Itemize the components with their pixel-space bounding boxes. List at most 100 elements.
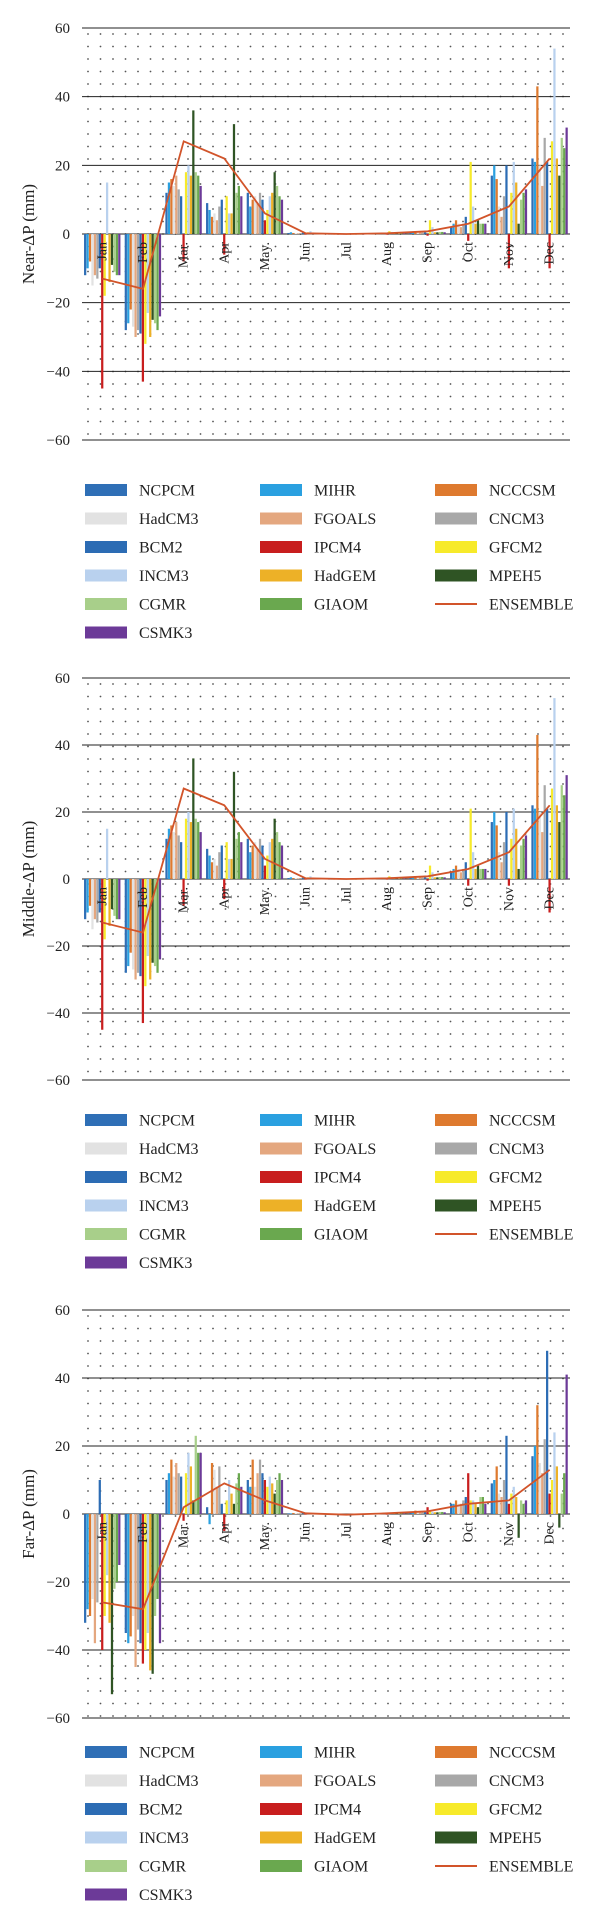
grid-dot	[249, 795, 252, 798]
grid-dot	[437, 970, 439, 973]
grid-dot	[474, 1020, 477, 1023]
grid-dot	[224, 308, 227, 310]
legend-label: ENSEMBLE	[489, 597, 573, 614]
legend-item-cgmr: CGMR	[85, 1227, 186, 1244]
grid-dot	[274, 1515, 277, 1517]
grid-dot	[124, 395, 127, 398]
grid-dot	[87, 1702, 89, 1705]
grid-dot	[437, 708, 439, 710]
grid-dot	[399, 1590, 402, 1592]
grid-dot	[87, 1427, 89, 1430]
grid-dot	[162, 245, 164, 248]
grid-dot	[362, 120, 364, 123]
grid-dot	[287, 258, 289, 260]
grid-dot	[512, 1540, 514, 1542]
grid-dot	[524, 358, 527, 360]
grid-dot	[524, 408, 527, 410]
grid-dot	[262, 695, 264, 698]
grid-dot	[137, 170, 139, 173]
bar	[172, 185, 175, 234]
grid-dot	[262, 820, 264, 823]
grid-dot	[312, 795, 314, 798]
grid-dot	[399, 358, 402, 360]
grid-dot	[124, 1327, 127, 1330]
grid-dot	[399, 1565, 402, 1567]
bar	[167, 1473, 171, 1514]
grid-dot	[274, 1452, 277, 1455]
grid-dot	[112, 1415, 114, 1417]
grid-dot	[87, 1627, 89, 1630]
grid-dot	[199, 345, 202, 348]
grid-dot	[124, 833, 127, 835]
grid-dot	[199, 1552, 202, 1555]
grid-dot	[562, 1008, 564, 1010]
grid-dot	[399, 720, 402, 723]
grid-dot	[262, 158, 264, 160]
grid-dot	[337, 1415, 339, 1417]
bar	[165, 1480, 168, 1514]
bar	[385, 879, 389, 880]
series-hadcm3	[91, 812, 541, 970]
grid-dot	[337, 1058, 339, 1060]
grid-dot	[512, 683, 514, 685]
grid-dot	[174, 308, 177, 310]
bar	[101, 234, 104, 389]
grid-dot	[174, 383, 177, 385]
grid-dot	[224, 733, 227, 735]
grid-dot	[512, 420, 514, 423]
grid-dot	[512, 995, 514, 998]
grid-dot	[174, 795, 177, 798]
grid-dot	[137, 83, 139, 85]
grid-dot	[424, 420, 427, 423]
legend-swatch	[260, 541, 302, 553]
grid-dot	[299, 408, 302, 410]
grid-dot	[387, 783, 389, 785]
bar	[443, 1512, 446, 1514]
grid-dot	[87, 120, 89, 123]
grid-dot	[237, 308, 239, 310]
grid-dot	[324, 70, 327, 73]
grid-dot	[137, 1365, 139, 1367]
grid-dot	[562, 1677, 564, 1680]
grid-dot	[237, 783, 239, 785]
grid-dot	[349, 708, 352, 710]
grid-dot	[324, 908, 327, 910]
grid-dot	[337, 145, 339, 148]
grid-dot	[287, 383, 289, 385]
grid-dot	[237, 1008, 239, 1010]
grid-dot	[199, 1327, 202, 1330]
grid-dot	[437, 1070, 439, 1073]
grid-dot	[112, 970, 114, 973]
grid-dot	[287, 345, 289, 348]
grid-dot	[349, 33, 352, 35]
legend-swatch	[85, 1256, 127, 1269]
grid-dot	[237, 1590, 239, 1592]
grid-dot	[374, 870, 377, 873]
bar	[524, 1500, 528, 1514]
bar	[187, 165, 190, 234]
bar	[144, 234, 147, 344]
grid-dot	[412, 420, 414, 423]
grid-dot	[274, 1340, 277, 1342]
grid-dot	[499, 1327, 502, 1330]
grid-dot	[137, 408, 139, 410]
grid-dot	[199, 933, 202, 935]
grid-dot	[212, 283, 214, 285]
grid-dot	[524, 1315, 527, 1317]
grid-dot	[174, 1315, 177, 1317]
grid-dot	[524, 1552, 527, 1555]
grid-dot	[449, 420, 452, 423]
grid-dot	[362, 170, 364, 173]
grid-dot	[249, 970, 252, 973]
grid-dot	[312, 808, 314, 810]
grid-dot	[462, 1340, 464, 1342]
bar	[280, 199, 284, 234]
grid-dot	[487, 933, 489, 935]
grid-dot	[237, 1045, 239, 1048]
grid-dot	[449, 1045, 452, 1048]
bar	[96, 879, 99, 923]
grid-dot	[174, 1602, 177, 1605]
grid-dot	[399, 820, 402, 823]
grid-dot	[487, 195, 489, 198]
